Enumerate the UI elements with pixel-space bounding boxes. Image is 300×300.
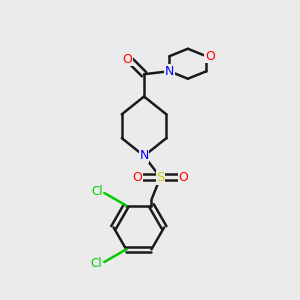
Text: Cl: Cl: [90, 257, 102, 270]
Text: N: N: [165, 65, 174, 78]
Text: O: O: [132, 171, 142, 184]
Text: O: O: [178, 171, 188, 184]
Text: N: N: [140, 149, 149, 162]
Text: O: O: [205, 50, 215, 63]
Text: S: S: [156, 171, 165, 184]
Text: Cl: Cl: [91, 185, 103, 198]
Text: O: O: [122, 52, 132, 66]
